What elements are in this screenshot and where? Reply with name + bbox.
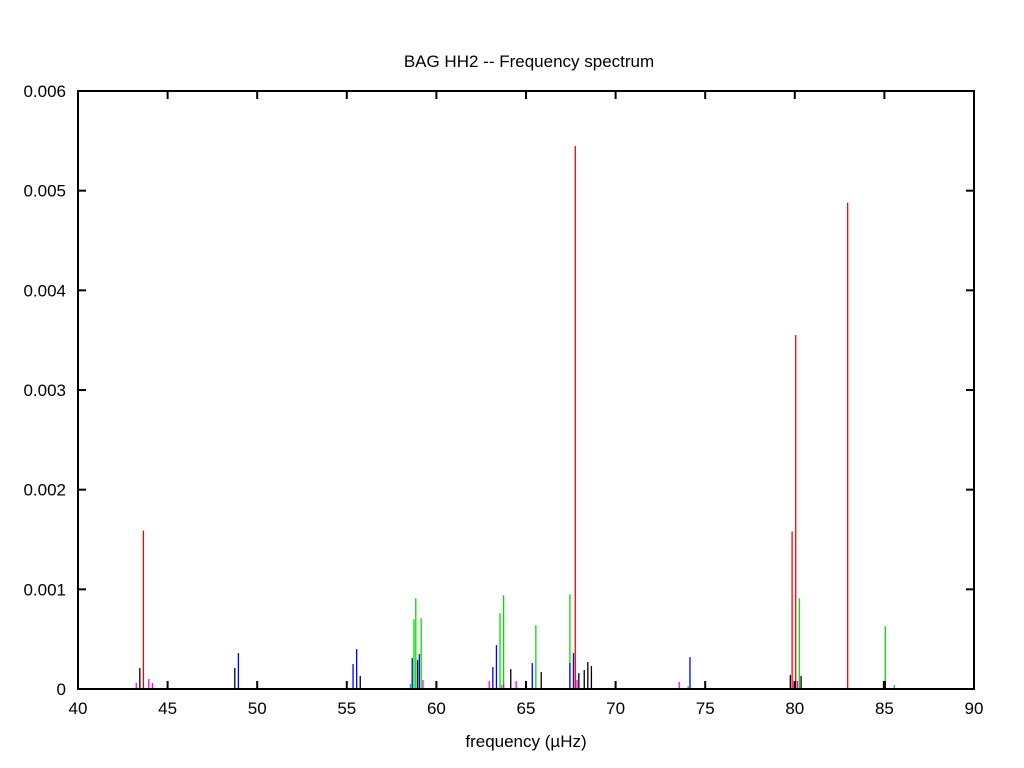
x-tick-label-55: 55: [337, 699, 356, 718]
y-tick-label-0.004: 0.004: [23, 281, 66, 300]
chart-title: BAG HH2 -- Frequency spectrum: [404, 52, 654, 71]
x-tick-label-70: 70: [606, 699, 625, 718]
x-tick-label-65: 65: [517, 699, 536, 718]
plot-frame: [77, 90, 975, 690]
y-tick-label-0.005: 0.005: [23, 182, 66, 201]
y-tick-label-0.002: 0.002: [23, 481, 66, 500]
x-axis-label: frequency (µHz): [465, 732, 586, 751]
x-tick-label-80: 80: [785, 699, 804, 718]
y-tick-label-0.006: 0.006: [23, 82, 66, 101]
axis-ticks-layer: [78, 91, 974, 689]
x-tick-label-60: 60: [427, 699, 446, 718]
x-tick-label-90: 90: [965, 699, 984, 718]
x-tick-label-40: 40: [69, 699, 88, 718]
y-tick-label-0: 0: [57, 680, 66, 699]
x-tick-label-45: 45: [158, 699, 177, 718]
x-tick-label-50: 50: [248, 699, 267, 718]
y-tick-label-0.003: 0.003: [23, 381, 66, 400]
spectrum-lines-layer: [135, 145, 895, 689]
x-tick-label-75: 75: [696, 699, 715, 718]
x-tick-label-85: 85: [875, 699, 894, 718]
tick-labels-layer: 40 45 50 55 60 65 70 75 80 85 90 0 0.001 0.002 0.003 0.…: [23, 82, 983, 718]
y-tick-label-0.001: 0.001: [23, 580, 66, 599]
